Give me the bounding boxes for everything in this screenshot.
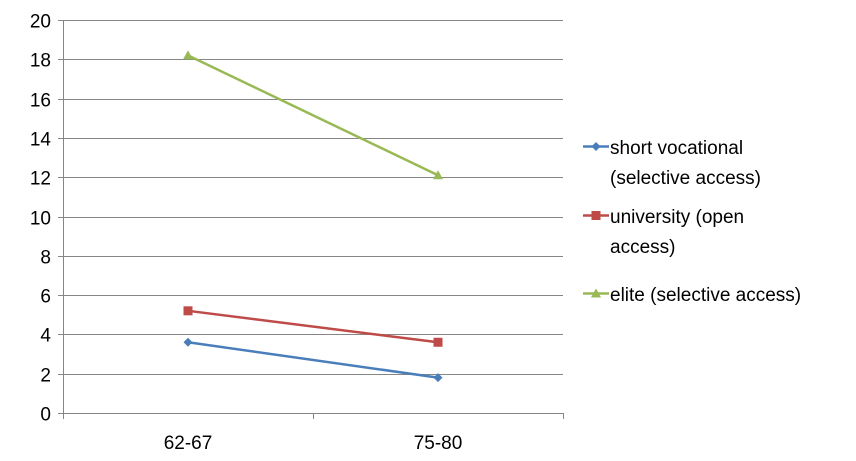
- legend-item-1: short vocational (selective access): [583, 138, 761, 189]
- series-lines: [183, 50, 443, 383]
- legend-label: (selective access): [610, 168, 761, 189]
- legend-key-marker: [591, 211, 601, 220]
- legend-item-2: university (open access): [583, 207, 744, 258]
- y-tick-label: 4: [40, 326, 51, 347]
- legend-label: elite (selective access): [610, 285, 801, 306]
- legend-label: short vocational: [610, 138, 743, 159]
- data-point-series-3: [183, 50, 193, 60]
- data-point-series-1: [433, 373, 443, 383]
- gridlines: [63, 20, 563, 375]
- legend-label: university (open: [610, 207, 744, 228]
- y-tick-label: 12: [30, 169, 51, 190]
- x-tick-label: 62-67: [164, 433, 213, 454]
- y-tick-label: 16: [30, 91, 51, 112]
- y-tick-label: 0: [40, 405, 51, 426]
- data-point-series-3: [433, 170, 443, 180]
- legend-key-marker: [591, 288, 601, 298]
- series-line-3: [187, 54, 439, 177]
- legend-item-3: elite (selective access): [583, 285, 801, 306]
- legend-key-marker: [591, 142, 601, 151]
- y-tick-label: 6: [40, 287, 51, 308]
- y-tick-label: 10: [30, 209, 51, 230]
- x-tick-label: 75-80: [414, 433, 463, 454]
- legend-label: access): [610, 237, 675, 258]
- y-tick-label: 8: [40, 248, 51, 269]
- data-point-series-1: [183, 337, 193, 347]
- y-tick-label: 18: [30, 51, 51, 72]
- series-line-2: [187, 309, 439, 344]
- y-tick-label: 20: [30, 12, 51, 33]
- y-tick-label: 14: [30, 130, 52, 151]
- data-point-series-2: [183, 306, 193, 316]
- y-tick-label: 2: [40, 366, 51, 387]
- series-line-1: [187, 341, 439, 379]
- axes: 0 2 4 6 8 10 12 14 16 18 20 62-67 75-80: [30, 12, 564, 454]
- data-point-series-2: [433, 337, 443, 347]
- legend: short vocational (selective access) univer…: [583, 138, 801, 306]
